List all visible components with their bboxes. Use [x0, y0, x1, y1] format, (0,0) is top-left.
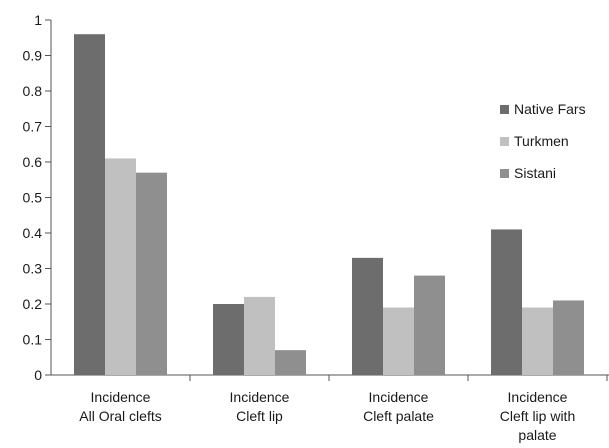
legend-swatch: [500, 105, 509, 114]
legend-swatch: [500, 137, 509, 146]
bar-turkmen-2: [383, 307, 414, 375]
bar-native-fars-3: [491, 229, 522, 375]
x-category-label: Incidence All Oral clefts: [79, 389, 161, 424]
y-tick-label: 0.9: [23, 48, 43, 64]
x-category-label: Incidence Cleft lip: [230, 389, 290, 424]
y-tick-label: 1: [34, 12, 42, 28]
y-tick-label: 0.5: [23, 190, 43, 206]
x-category-label: Incidence Cleft palate: [363, 389, 434, 424]
bar-turkmen-0: [105, 158, 136, 375]
y-tick-label: 0.3: [23, 261, 43, 277]
y-tick-label: 0.2: [23, 296, 43, 312]
bar-sistani-1: [275, 350, 306, 375]
y-tick-label: 0.4: [23, 225, 43, 241]
legend: Native Fars Turkmen Sistani: [500, 101, 586, 181]
y-tick-label: 0.6: [23, 154, 43, 170]
bars: [74, 34, 584, 375]
bar-turkmen-3: [522, 307, 553, 375]
bar-turkmen-1: [244, 296, 275, 375]
bar-sistani-0: [136, 172, 167, 375]
bar-sistani-2: [414, 275, 445, 375]
y-tick-label: 0.8: [23, 83, 43, 99]
y-tick-label: 0: [34, 367, 42, 383]
y-tick-label: 0.1: [23, 332, 43, 348]
x-category-label: Incidence Cleft lip with palate: [500, 389, 575, 443]
y-tick-label: 0.7: [23, 119, 43, 135]
legend-label: Native Fars: [514, 101, 586, 117]
legend-label: Turkmen: [514, 133, 569, 149]
axes: 0 0.1 0.2 0.3 0.4 0.5 0.6 0.7 0.8 0.9 1: [23, 12, 609, 383]
bar-sistani-3: [553, 300, 584, 375]
legend-swatch: [500, 169, 509, 178]
bar-native-fars-2: [352, 257, 383, 375]
legend-label: Sistani: [514, 165, 556, 181]
x-axis-labels: Incidence All Oral clefts Incidence Cleft l…: [79, 389, 575, 443]
bar-native-fars-0: [74, 34, 105, 375]
bar-native-fars-1: [213, 304, 244, 375]
